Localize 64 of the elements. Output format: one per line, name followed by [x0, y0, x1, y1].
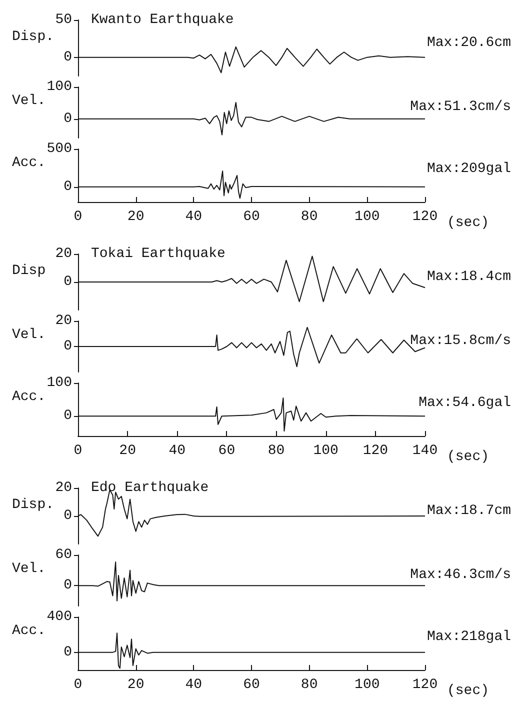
y-tick-label: 0 [64, 274, 72, 290]
x-tick-label: 60 [218, 443, 236, 459]
x-tick-label: 60 [243, 677, 260, 693]
text: Max:218gal [426, 629, 511, 645]
y-axis-title: Disp [12, 263, 46, 279]
chart-title: Tokai Earthquake [91, 246, 226, 262]
y-tick-label: 100 [46, 375, 72, 391]
y-tick-label: 0 [64, 508, 72, 524]
y-tick-label: 20 [55, 313, 72, 329]
y-tick-label: 0 [64, 578, 72, 594]
x-tick-label: 140 [412, 443, 438, 459]
y-axis-title: Vel. [12, 327, 46, 343]
chart-title: Edo Earthquake [91, 480, 209, 496]
text: Max:18.4cm [426, 269, 511, 285]
y-axis-title: Disp. [12, 29, 54, 45]
y-tick-label: 100 [46, 79, 72, 95]
x-axis-title: (sec) [447, 683, 490, 699]
x-tick-label: 120 [412, 677, 438, 693]
x-axis-title: (sec) [447, 449, 490, 465]
x-tick-label: 0 [74, 443, 82, 459]
text: Max:20.6cm [426, 35, 511, 51]
y-tick-label: 0 [64, 338, 72, 354]
text: Max:209gal [426, 161, 511, 177]
x-tick-label: 100 [313, 443, 338, 459]
y-tick-label: 0 [64, 408, 72, 424]
text: Max:18.7cm [426, 503, 511, 519]
y-tick-label: 400 [46, 609, 72, 625]
y-tick-label: 500 [46, 141, 72, 157]
y-tick-label: 0 [64, 178, 72, 195]
y-axis-title: Acc. [12, 389, 46, 405]
x-tick-label: 20 [127, 677, 144, 693]
y-axis-title: Acc. [12, 155, 46, 171]
y-tick-label: 0 [64, 49, 72, 66]
y-axis-title: Disp. [12, 497, 54, 513]
x-tick-label: 80 [300, 209, 318, 225]
x-tick-label: 100 [354, 677, 380, 693]
x-tick-label: 20 [119, 443, 136, 459]
x-tick-label: 100 [354, 209, 380, 225]
x-tick-label: 80 [268, 443, 285, 459]
x-tick-label: 80 [300, 677, 318, 693]
x-axis-title: (sec) [447, 215, 490, 231]
y-axis-title: Vel. [12, 561, 46, 577]
x-tick-label: 120 [412, 209, 438, 225]
x-tick-label: 60 [243, 209, 260, 225]
y-tick-label: 50 [55, 12, 72, 28]
chart-title: Kwanto Earthquake [91, 12, 234, 28]
annotation: Max:46.3cm/s [410, 567, 512, 583]
x-tick-label: 40 [185, 677, 202, 693]
y-axis-title: Acc. [12, 623, 46, 639]
x-tick-label: 40 [185, 209, 202, 225]
annotation: Max:54.6gal [418, 395, 512, 411]
annotation: Max:15.8cm/s [410, 333, 512, 349]
x-tick-label: 0 [74, 677, 82, 693]
x-tick-label: 20 [127, 209, 144, 225]
x-tick-label: 40 [168, 443, 186, 459]
x-tick-label: 0 [74, 209, 82, 225]
x-tick-label: 120 [362, 443, 388, 459]
y-tick-label: 0 [64, 110, 72, 127]
y-tick-label: 0 [64, 644, 72, 660]
y-axis-title: Vel. [12, 93, 46, 109]
y-tick-label: 20 [55, 246, 72, 262]
y-tick-label: 60 [55, 547, 72, 563]
y-tick-label: 20 [55, 480, 72, 496]
annotation: Max:51.3cm/s [410, 99, 512, 115]
